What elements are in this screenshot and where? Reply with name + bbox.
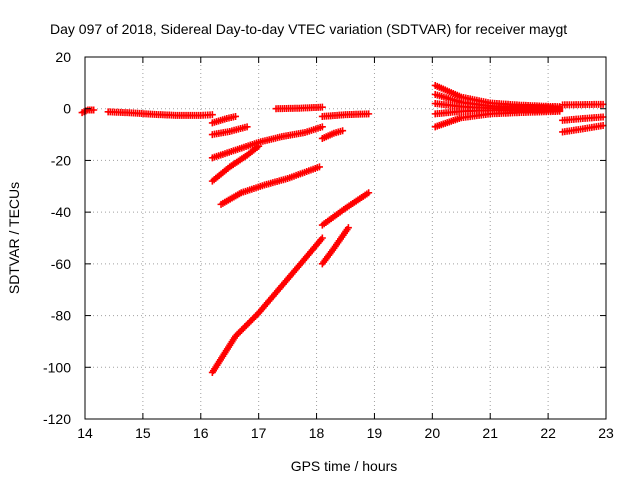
grid	[85, 57, 606, 419]
data-point	[599, 100, 607, 108]
x-tick-label: 17	[251, 425, 267, 441]
series-arc-09	[318, 189, 373, 229]
data-point	[318, 103, 326, 111]
series-arc-08	[208, 234, 326, 376]
series-arc-01	[78, 106, 98, 117]
series-arc-18	[431, 107, 564, 131]
data-point	[315, 163, 323, 171]
series-arc-03	[208, 112, 240, 127]
series-arc-12	[318, 110, 373, 120]
chart-title: Day 097 of 2018, Sidereal Day-to-day VTE…	[50, 21, 567, 37]
data-point	[365, 189, 373, 197]
x-tick-label: 14	[77, 425, 93, 441]
x-tick-label: 23	[598, 425, 614, 441]
x-tick-label: 19	[367, 425, 383, 441]
x-tick-label: 15	[135, 425, 151, 441]
y-tick-label: -100	[43, 359, 71, 375]
series-arc-20	[559, 113, 607, 124]
series-arc-07	[217, 163, 323, 208]
data-point	[599, 122, 607, 130]
y-tick-label: -40	[51, 204, 71, 220]
data-points	[78, 81, 607, 376]
series-arc-06	[208, 142, 263, 185]
data-point	[556, 107, 564, 115]
series-arc-04	[208, 123, 251, 139]
x-tick-label: 21	[482, 425, 498, 441]
data-point	[255, 142, 263, 150]
y-tick-label: -60	[51, 256, 71, 272]
data-point	[243, 123, 251, 131]
series-arc-19	[559, 100, 607, 109]
x-tick-label: 18	[309, 425, 325, 441]
data-point	[318, 123, 326, 131]
series-arc-02	[104, 108, 216, 119]
data-point	[208, 111, 216, 119]
data-point	[365, 110, 373, 118]
series-arc-10	[318, 224, 352, 268]
y-tick-label: 0	[63, 101, 71, 117]
data-point	[232, 112, 240, 120]
y-tick-label: 20	[55, 49, 71, 65]
y-tick-label: -80	[51, 308, 71, 324]
data-point	[90, 106, 98, 114]
axis-ticks: 14 15 16 17 18 19 20 21 22 23 -120 -100 -80 -60 -40 -20…	[43, 49, 614, 441]
series-arc-05	[208, 123, 326, 162]
series-arc-11	[272, 103, 326, 113]
x-tick-label: 16	[193, 425, 209, 441]
y-axis-label: SDTVAR / TECUs	[6, 182, 22, 294]
y-tick-label: -120	[43, 411, 71, 427]
x-axis-label: GPS time / hours	[291, 458, 398, 474]
plot-frame	[84, 56, 607, 420]
series-arc-13	[318, 127, 347, 142]
data-point	[344, 224, 352, 232]
data-point	[339, 127, 347, 135]
x-tick-label: 22	[540, 425, 556, 441]
x-tick-label: 20	[425, 425, 441, 441]
data-point	[599, 113, 607, 121]
data-point	[318, 234, 326, 242]
y-tick-label: -20	[51, 152, 71, 168]
series-arc-21	[559, 122, 607, 136]
